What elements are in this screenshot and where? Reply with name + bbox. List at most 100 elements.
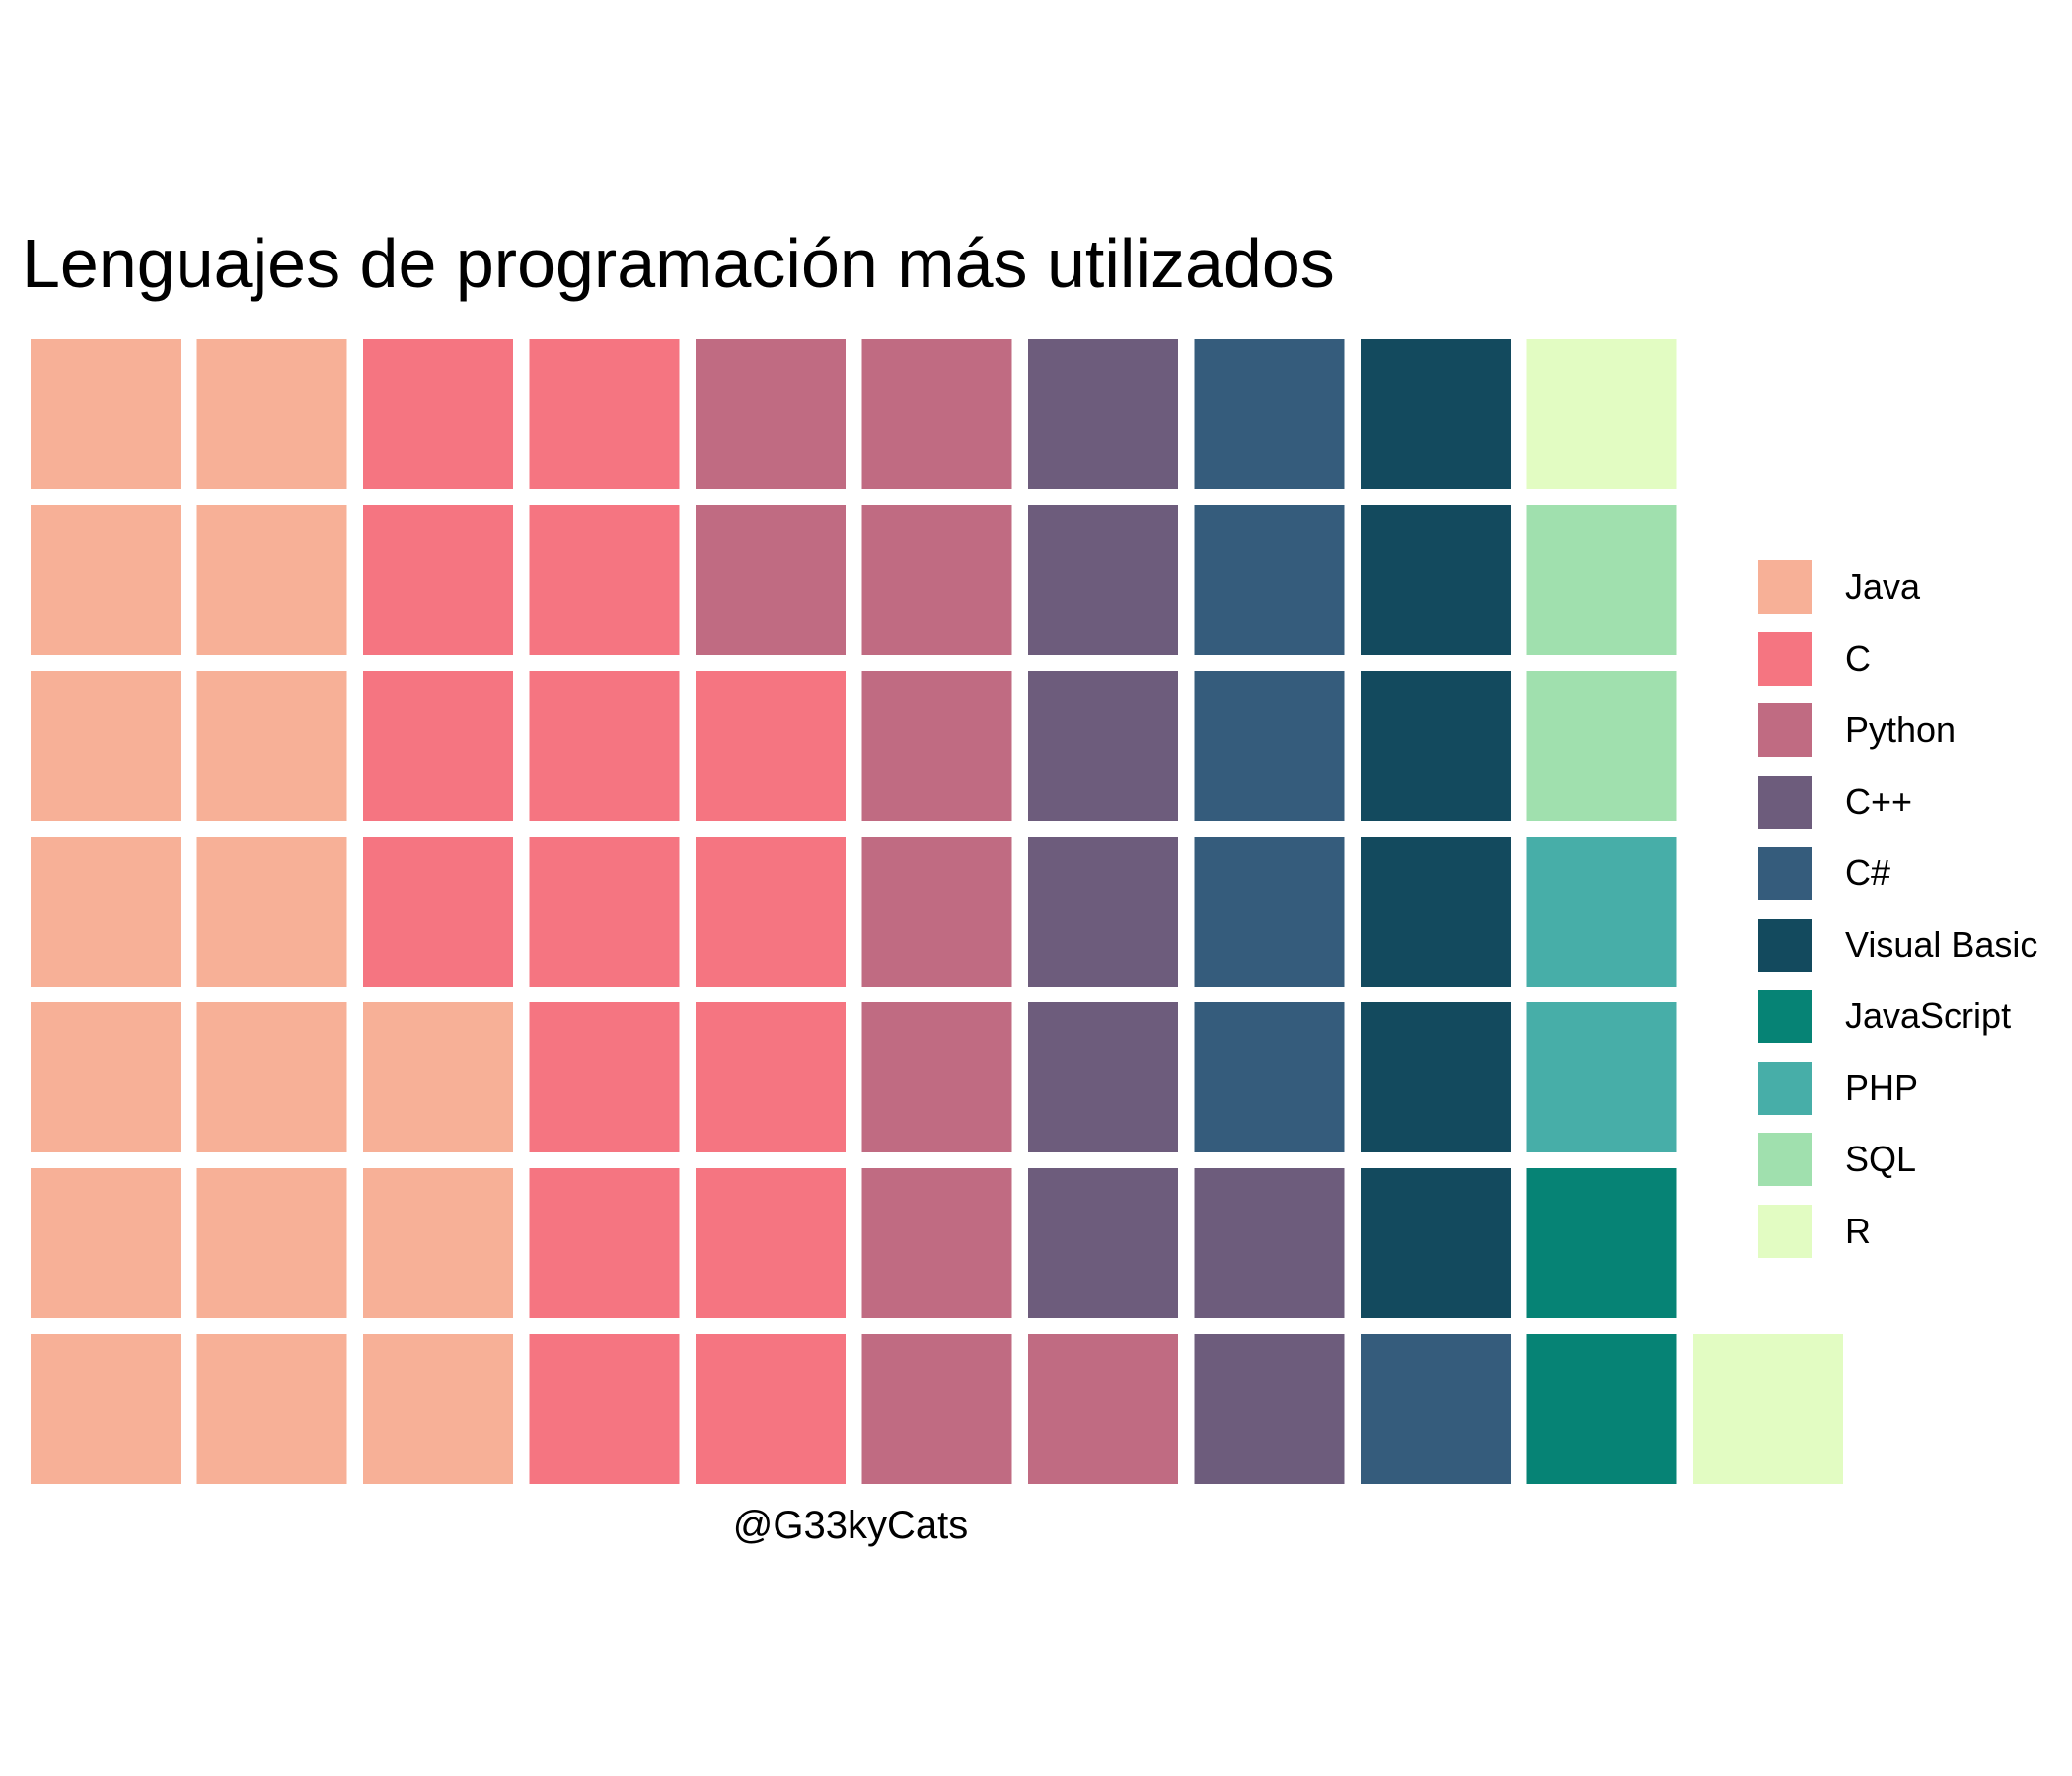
waffle-cell-java bbox=[363, 1334, 513, 1484]
legend-label: C# bbox=[1845, 852, 1891, 893]
legend-swatch bbox=[1758, 703, 1812, 757]
waffle-cell-python bbox=[861, 671, 1012, 821]
waffle-cell-c bbox=[696, 837, 846, 987]
waffle-cell-c bbox=[1194, 1334, 1345, 1484]
legend-label: Python bbox=[1845, 709, 1957, 750]
waffle-cell-visual-basic bbox=[1361, 1168, 1511, 1318]
waffle-cell-c bbox=[1194, 505, 1345, 655]
legend-label: R bbox=[1845, 1210, 1871, 1251]
legend-item-r: R bbox=[1758, 1204, 2037, 1258]
legend-swatch bbox=[1758, 1061, 1812, 1115]
waffle-cell-javascript bbox=[1526, 1334, 1677, 1484]
legend-label: C bbox=[1845, 637, 1871, 679]
legend-label: Java bbox=[1845, 566, 1921, 607]
waffle-cell-python bbox=[861, 339, 1012, 489]
waffle-cell-sql bbox=[1526, 671, 1677, 821]
waffle-cell-c bbox=[529, 339, 680, 489]
legend-label: SQL bbox=[1845, 1139, 1917, 1179]
waffle-cell-python bbox=[861, 1002, 1012, 1152]
waffle-cell-java bbox=[363, 1002, 513, 1152]
waffle-cell-java bbox=[196, 505, 347, 655]
waffle-cell-python bbox=[1028, 1334, 1178, 1484]
waffle-cell-c bbox=[529, 837, 680, 987]
waffle-cell-java bbox=[196, 837, 347, 987]
legend-item-javascript: JavaScript bbox=[1758, 990, 2037, 1043]
waffle-cell-c bbox=[1028, 1002, 1178, 1152]
waffle-cell-visual-basic bbox=[1361, 339, 1511, 489]
waffle-cell-c bbox=[529, 1002, 680, 1152]
waffle-cell-java bbox=[31, 837, 181, 987]
waffle-cell-c bbox=[1194, 1002, 1345, 1152]
waffle-cell-sql bbox=[1526, 505, 1677, 655]
waffle-cell-java bbox=[31, 1002, 181, 1152]
waffle-cell-c bbox=[363, 505, 513, 655]
legend-swatch bbox=[1758, 990, 1812, 1043]
legend-label: C++ bbox=[1845, 780, 1913, 822]
legend-item-sql: SQL bbox=[1758, 1133, 2037, 1186]
waffle-cell-c bbox=[696, 1168, 846, 1318]
waffle-cell-c bbox=[696, 1334, 846, 1484]
waffle-cell-c bbox=[363, 339, 513, 489]
waffle-cell-java bbox=[31, 339, 181, 489]
waffle-cell-java bbox=[31, 1334, 181, 1484]
waffle-cell-java bbox=[196, 1168, 347, 1318]
waffle-cell-visual-basic bbox=[1361, 505, 1511, 655]
waffle-cell-python bbox=[861, 505, 1012, 655]
waffle-cell-c bbox=[1194, 671, 1345, 821]
legend-swatch bbox=[1758, 775, 1812, 829]
waffle-cell-c bbox=[696, 1002, 846, 1152]
waffle-cell-c bbox=[529, 671, 680, 821]
legend: Java C Python C++ C# Visual Basic JavaScript PH… bbox=[1758, 560, 2037, 1276]
waffle-cell-c bbox=[529, 1168, 680, 1318]
waffle-cell-java bbox=[196, 1002, 347, 1152]
waffle-cell-java bbox=[31, 1168, 181, 1318]
legend-item-php: PHP bbox=[1758, 1061, 2037, 1115]
waffle-cell-c bbox=[696, 671, 846, 821]
legend-item-c: C bbox=[1758, 631, 2037, 686]
legend-item-c: C++ bbox=[1758, 775, 2037, 829]
waffle-cell-c bbox=[529, 1334, 680, 1484]
waffle-cell-python bbox=[861, 1168, 1012, 1318]
legend-swatch bbox=[1758, 560, 1812, 614]
waffle-cell-php bbox=[1526, 837, 1677, 987]
chart-caption: @G33kyCats bbox=[732, 1504, 969, 1547]
waffle-cell-java bbox=[363, 1168, 513, 1318]
legend-label: PHP bbox=[1845, 1067, 1919, 1108]
waffle-cell-c bbox=[1194, 1168, 1345, 1318]
legend-swatch bbox=[1758, 1204, 1812, 1258]
waffle-cell-java bbox=[196, 1334, 347, 1484]
waffle-cell-c bbox=[1028, 671, 1178, 821]
legend-label: Visual Basic bbox=[1845, 924, 2038, 965]
legend-item-visual-basic: Visual Basic bbox=[1758, 918, 2038, 972]
waffle-cell-java bbox=[31, 505, 181, 655]
waffle-cell-c bbox=[1194, 339, 1345, 489]
waffle-cell-java bbox=[196, 339, 347, 489]
waffle-cell-java bbox=[196, 671, 347, 821]
legend-item-java: Java bbox=[1758, 560, 2037, 614]
waffle-cell-javascript bbox=[1526, 1168, 1677, 1318]
legend-item-python: Python bbox=[1758, 703, 2037, 757]
waffle-cell-r bbox=[1526, 339, 1677, 489]
waffle-cell-c bbox=[1028, 505, 1178, 655]
legend-swatch bbox=[1758, 631, 1812, 686]
waffle-cell-java bbox=[31, 671, 181, 821]
waffle-cell-c bbox=[1361, 1334, 1511, 1484]
waffle-cell-c bbox=[1028, 339, 1178, 489]
legend-swatch bbox=[1758, 918, 1812, 972]
chart-title: Lenguajes de programación más utilizados bbox=[22, 225, 1335, 302]
waffle-cell-python bbox=[861, 837, 1012, 987]
legend-item-c: C# bbox=[1758, 847, 2037, 900]
waffle-cell-visual-basic bbox=[1361, 837, 1511, 987]
waffle-cell-c bbox=[1028, 837, 1178, 987]
waffle-cell-python bbox=[696, 339, 846, 489]
waffle-cell-c bbox=[1028, 1168, 1178, 1318]
waffle-cell-c bbox=[363, 837, 513, 987]
waffle-cell-c bbox=[1194, 837, 1345, 987]
waffle-cell-visual-basic bbox=[1361, 1002, 1511, 1152]
legend-label: JavaScript bbox=[1845, 996, 2012, 1036]
waffle-cell-c bbox=[529, 505, 680, 655]
waffle-cell-c bbox=[363, 671, 513, 821]
waffle-cell-r bbox=[1693, 1334, 1843, 1484]
legend-swatch bbox=[1758, 1133, 1812, 1186]
